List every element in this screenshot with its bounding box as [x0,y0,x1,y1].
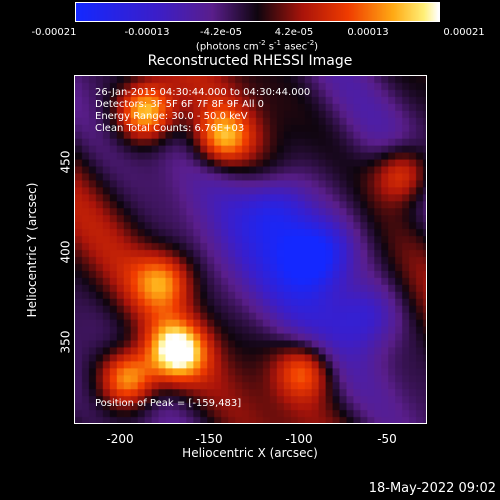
y-axis-label: Heliocentric Y (arcsec) [25,182,39,318]
x-tick-label: -150 [195,432,223,446]
annotation-peak-position: Position of Peak = [-159,483] [95,398,242,409]
x-tick-label: -50 [377,432,397,446]
annotation-time: 26-Jan-2015 04:30:44.000 to 04:30:44.000 [95,87,311,98]
x-axis-label: Heliocentric X (arcsec) [182,446,318,460]
colorbar [75,2,440,22]
x-tick-label: -200 [106,432,134,446]
timestamp: 18-May-2022 09:02 [368,481,496,496]
colorbar-tick: 0.00013 [347,27,389,38]
colorbar-tick: -0.00013 [124,27,170,38]
plot-area: 26-Jan-2015 04:30:44.000 to 04:30:44.000… [74,75,427,424]
y-tick-label: 350 [58,330,73,354]
heatmap-image [75,76,426,423]
chart-title: Reconstructed RHESSI Image [147,53,353,69]
colorbar-tick: -4.2e-05 [200,27,242,38]
colorbar-unit: (photons cm-2 s-1 asec-2) [195,39,319,53]
annotation-energy: Energy Range: 30.0 - 50.0 keV [95,111,248,122]
colorbar-tick: 4.2e-05 [274,27,314,38]
colorbar-gradient [76,3,439,21]
annotation-method: Clean Total Counts: 6.76E+03 [95,123,245,134]
x-tick-label: -100 [285,432,313,446]
colorbar-tick: -0.00021 [31,27,77,38]
y-tick-label: 450 [58,150,73,174]
colorbar-tick: 0.00021 [443,27,485,38]
annotation-detectors: Detectors: 3F 5F 6F 7F 8F 9F All 0 [95,99,265,110]
y-tick-label: 400 [58,240,73,264]
